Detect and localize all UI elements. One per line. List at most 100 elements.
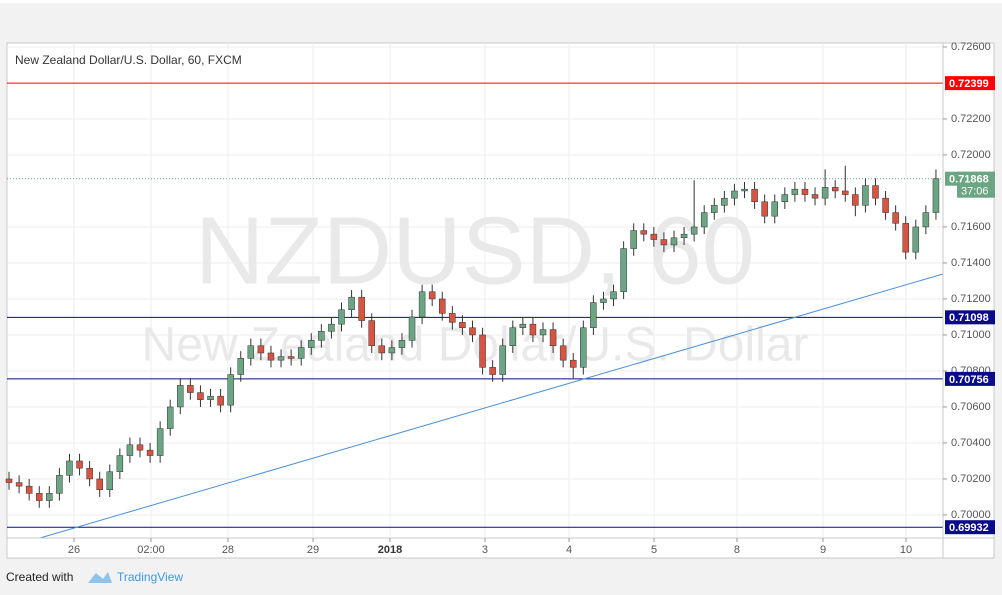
candle-body (700, 212, 708, 228)
candle-body (932, 178, 940, 213)
candle-body (318, 331, 325, 341)
candle-body (348, 296, 355, 311)
candle-body (741, 188, 748, 192)
countdown-label: 37:06 (961, 186, 989, 198)
candle-body (338, 309, 345, 325)
candle-body (156, 428, 164, 456)
candle-body (761, 201, 768, 217)
candle-body (66, 460, 73, 476)
candle-body (781, 194, 789, 203)
candle-body (46, 493, 53, 501)
candle-body (630, 230, 637, 249)
candle-body (580, 327, 587, 368)
candle-body (277, 356, 285, 361)
candle-body (247, 345, 255, 359)
candle-body (610, 291, 617, 300)
y-tick-label: 0.70000 (951, 509, 991, 521)
candle-body (650, 233, 658, 240)
candle-body (529, 323, 537, 336)
candle-body (882, 197, 889, 213)
candle-body (106, 471, 114, 491)
level-label: 0.69932 (949, 522, 989, 534)
x-tick-label: 29 (307, 544, 319, 556)
candle-body (257, 345, 265, 354)
footer-brand[interactable]: TradingView (117, 570, 183, 584)
candle-body (227, 374, 234, 406)
candle-body (680, 233, 688, 239)
candle-body (771, 201, 778, 217)
last-price-box-top (945, 171, 995, 186)
x-tick-label: 9 (820, 544, 826, 556)
candle-body (308, 340, 315, 348)
candle-body (862, 185, 869, 206)
candle-body (791, 188, 799, 195)
axes: 0.700000.702000.704000.706000.708000.710… (68, 41, 995, 556)
candle-body (35, 493, 43, 501)
level-label: 0.72399 (949, 78, 989, 90)
candle-body (670, 237, 678, 246)
x-tick-label: 28 (222, 544, 234, 556)
x-tick-label: 8 (734, 544, 740, 556)
candle-body (76, 460, 83, 469)
candle-body (86, 467, 93, 480)
x-tick-label: 2018 (378, 544, 402, 556)
level-label-box (945, 371, 995, 386)
candle-body (126, 444, 134, 456)
candle-body (922, 212, 930, 228)
candle-body (136, 444, 144, 451)
levels (7, 82, 943, 528)
candle-body (751, 188, 758, 203)
top-strip (0, 0, 1002, 3)
candle-body (852, 194, 859, 206)
x-tick-label: 10 (900, 544, 912, 556)
y-tick-label: 0.70200 (951, 473, 991, 485)
last-price-label: 0.71868 (949, 174, 989, 186)
candles (5, 165, 940, 508)
candle-body (267, 352, 275, 361)
candle-body (811, 194, 819, 199)
level-label-box (945, 520, 995, 535)
y-tick-label: 0.70600 (951, 401, 991, 413)
candle-body (166, 406, 174, 429)
y-tick-label: 0.72600 (951, 41, 991, 53)
candle-body (328, 323, 335, 332)
candle-body (25, 485, 33, 494)
candle-body (821, 187, 829, 199)
x-tick-label: 3 (482, 544, 488, 556)
candle-body (237, 358, 244, 375)
candle-body (388, 347, 396, 354)
logo-icon (88, 572, 112, 583)
candle-body (146, 449, 154, 456)
candle-body (15, 482, 23, 487)
candle-body (378, 345, 386, 354)
candle-body (872, 185, 879, 199)
candle-body (620, 248, 627, 293)
candle-body (690, 226, 698, 235)
candle-body (660, 239, 668, 246)
watermark-name: New Zealand Dollar/U.S. Dollar (142, 319, 809, 372)
candle-body (801, 188, 809, 195)
watermark-symbol: NZDUSD, 60 (195, 197, 755, 304)
candle-body (519, 323, 527, 329)
level-label-box (945, 310, 995, 325)
x-tick-label: 4 (566, 544, 572, 556)
candle-body (912, 226, 920, 253)
candle-body (368, 320, 375, 347)
candle-body (469, 327, 476, 336)
candle-body (902, 223, 909, 253)
candle-body (217, 395, 224, 406)
candle-body (177, 385, 184, 408)
level-label-box (945, 76, 995, 91)
candle-body (479, 334, 486, 368)
level-label: 0.71098 (949, 312, 989, 324)
candle-body (439, 298, 446, 314)
x-tick-label: 26 (68, 544, 80, 556)
candle-body (842, 190, 849, 195)
candle-body (721, 197, 728, 206)
candle-body (509, 327, 517, 347)
chart-title: New Zealand Dollar/U.S. Dollar, 60, FXCM (15, 53, 242, 67)
candle-body (559, 345, 567, 361)
candle-body (408, 316, 416, 341)
